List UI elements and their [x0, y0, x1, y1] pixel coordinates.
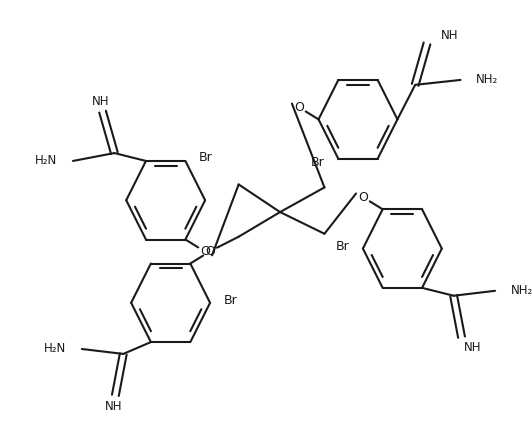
Text: NH: NH [441, 29, 458, 42]
Text: NH: NH [92, 95, 110, 108]
Text: Br: Br [311, 156, 325, 169]
Text: NH: NH [105, 400, 122, 413]
Text: Br: Br [335, 240, 349, 253]
Text: Br: Br [224, 294, 238, 307]
Text: NH₂: NH₂ [511, 284, 532, 297]
Text: NH: NH [463, 342, 481, 355]
Text: NH₂: NH₂ [476, 73, 498, 86]
Text: O: O [205, 245, 215, 258]
Text: O: O [200, 245, 210, 258]
Text: H₂N: H₂N [44, 342, 66, 355]
Text: O: O [294, 101, 304, 114]
Text: Br: Br [199, 151, 213, 164]
Text: O: O [358, 191, 368, 204]
Text: H₂N: H₂N [35, 155, 57, 168]
